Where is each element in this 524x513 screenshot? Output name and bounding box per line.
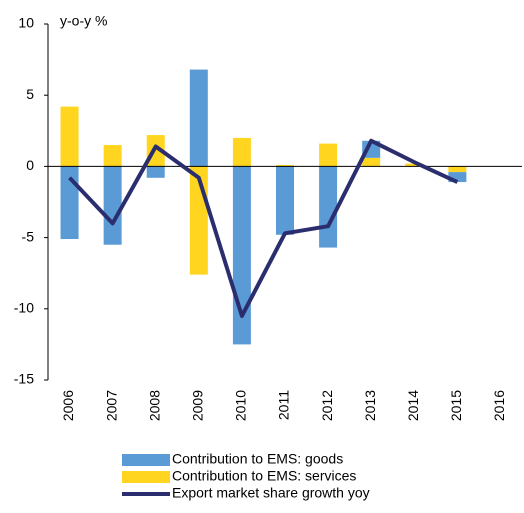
x-tick-label: 2016	[491, 390, 507, 421]
bar	[103, 166, 122, 245]
x-tick-label: 2009	[190, 390, 206, 421]
bar	[319, 166, 338, 248]
legend-label: Contribution to EMS: services	[172, 468, 356, 484]
x-tick-label: 2013	[362, 390, 378, 421]
y-tick-label: 10	[18, 15, 34, 31]
x-tick-label: 2012	[319, 390, 335, 421]
bar	[448, 172, 467, 183]
y-tick-label: -5	[22, 228, 35, 244]
bar	[103, 145, 122, 167]
bar	[276, 164, 294, 167]
bar	[405, 163, 424, 167]
y-tick-label: -15	[14, 371, 34, 387]
bar	[362, 157, 381, 167]
y-tick-label: 5	[26, 86, 34, 102]
legend-swatch	[122, 471, 170, 483]
bar	[146, 166, 165, 178]
x-tick-label: 2011	[276, 390, 292, 420]
x-tick-label: 2010	[233, 390, 249, 421]
legend-label: Export market share growth yoy	[172, 485, 370, 501]
line	[68, 138, 459, 318]
x-tick-label: 2008	[146, 390, 162, 421]
bar	[448, 166, 467, 173]
bar	[189, 69, 208, 167]
x-tick-label: 2014	[405, 390, 421, 421]
bar	[276, 166, 294, 235]
legend-swatch	[122, 454, 170, 466]
bar	[319, 143, 338, 167]
y-axis-label: y-o-y %	[60, 13, 107, 29]
x-tick-label: 2006	[60, 390, 76, 421]
bar	[60, 106, 79, 167]
y-tick-label: 0	[26, 157, 34, 173]
legend-label: Contribution to EMS: goods	[172, 451, 343, 467]
x-tick-label: 2015	[448, 390, 464, 421]
bar	[60, 166, 79, 240]
x-tick-label: 2007	[103, 390, 119, 421]
y-tick-label: -10	[14, 300, 34, 316]
bar	[232, 137, 251, 167]
